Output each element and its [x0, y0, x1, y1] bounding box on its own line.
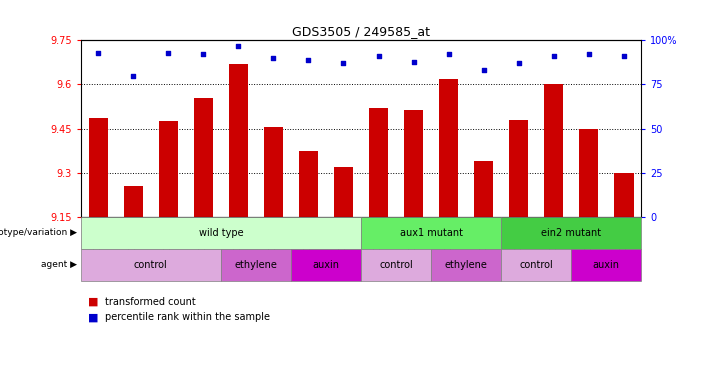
Point: [408, 58, 419, 65]
Text: wild type: wild type: [198, 228, 243, 238]
Bar: [229, 64, 248, 217]
Bar: [369, 108, 388, 217]
Point: [513, 60, 524, 66]
Point: [198, 51, 209, 58]
Bar: [404, 109, 423, 217]
Point: [618, 53, 629, 59]
Text: ein2 mutant: ein2 mutant: [541, 228, 601, 238]
Bar: [193, 98, 213, 217]
Bar: [614, 173, 634, 217]
Bar: [123, 186, 143, 217]
Point: [443, 51, 454, 58]
Point: [373, 53, 384, 59]
Text: control: control: [519, 260, 553, 270]
Bar: [88, 118, 108, 217]
Text: transformed count: transformed count: [105, 297, 196, 307]
Bar: [474, 161, 494, 217]
Point: [478, 67, 489, 73]
Point: [233, 43, 244, 49]
Text: auxin: auxin: [313, 260, 339, 270]
Point: [303, 57, 314, 63]
Bar: [544, 84, 564, 217]
Point: [163, 50, 174, 56]
Text: control: control: [134, 260, 168, 270]
Text: genotype/variation ▶: genotype/variation ▶: [0, 228, 77, 237]
Text: percentile rank within the sample: percentile rank within the sample: [105, 312, 270, 322]
Text: control: control: [379, 260, 413, 270]
Point: [268, 55, 279, 61]
Text: ■: ■: [88, 312, 98, 322]
Bar: [158, 121, 178, 217]
Point: [338, 60, 349, 66]
Point: [583, 51, 594, 58]
Title: GDS3505 / 249585_at: GDS3505 / 249585_at: [292, 25, 430, 38]
Text: auxin: auxin: [593, 260, 620, 270]
Text: aux1 mutant: aux1 mutant: [400, 228, 463, 238]
Bar: [439, 79, 458, 217]
Text: ethylene: ethylene: [234, 260, 278, 270]
Bar: [264, 127, 283, 217]
Text: agent ▶: agent ▶: [41, 260, 77, 269]
Bar: [299, 151, 318, 217]
Point: [93, 50, 104, 56]
Bar: [334, 167, 353, 217]
Bar: [509, 120, 529, 217]
Point: [548, 53, 559, 59]
Text: ethylene: ethylene: [444, 260, 488, 270]
Text: ■: ■: [88, 297, 98, 307]
Bar: [579, 129, 599, 217]
Point: [128, 73, 139, 79]
